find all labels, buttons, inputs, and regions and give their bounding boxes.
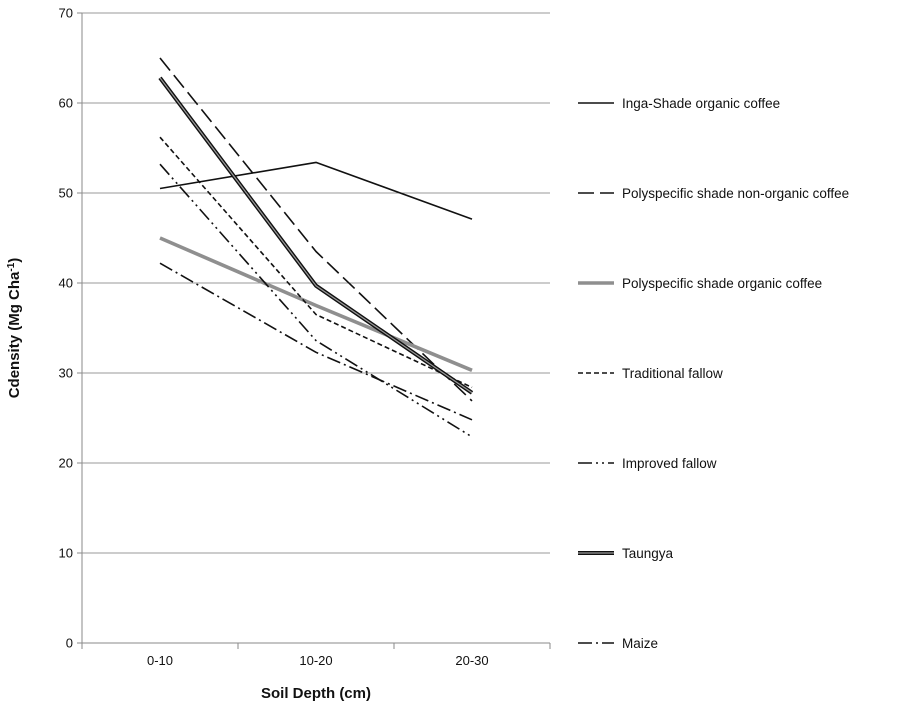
x-axis-title: Soil Depth (cm) [261, 685, 371, 702]
legend-label: Traditional fallow [622, 366, 723, 381]
y-tick-label: 70 [59, 6, 73, 21]
x-tick-label: 20-30 [455, 653, 488, 668]
y-tick-label: 0 [66, 636, 73, 651]
y-axis-title-superscript: -1 [6, 262, 17, 271]
y-tick-label: 60 [59, 96, 73, 111]
series-line-4 [159, 163, 473, 438]
series-line-2 [159, 236, 473, 372]
series-line-0 [159, 161, 473, 220]
legend-label: Maize [622, 636, 658, 651]
legend-label: Taungya [622, 546, 674, 561]
y-tick-label: 50 [59, 186, 73, 201]
series-line-5-inner [159, 77, 473, 394]
legend-label: Polyspecific shade organic coffee [622, 276, 822, 291]
x-axis: 0-10 10-20 20-30 [81, 13, 551, 668]
legend-label: Improved fallow [622, 456, 717, 471]
series-line-3 [159, 136, 473, 389]
y-tick-label: 30 [59, 366, 73, 381]
y-tick-label: 20 [59, 456, 73, 471]
y-tick-label: 10 [59, 546, 73, 561]
legend-label: Inga-Shade organic coffee [622, 96, 780, 111]
legend-label: Polyspecific shade non-organic coffee [622, 186, 849, 201]
y-tick-label: 40 [59, 276, 73, 291]
series-line-6 [159, 262, 473, 421]
x-tick-label: 10-20 [299, 653, 332, 668]
y-axis-title-main: Cdensity (Mg Cha [6, 271, 23, 398]
series-line-1 [159, 57, 473, 402]
legend: Inga-Shade organic coffee Polyspecific sh… [578, 96, 849, 651]
y-axis-title: Cdensity (Mg Cha-1) [6, 258, 23, 399]
y-axis-ticks: 0 10 20 30 40 50 60 70 [59, 6, 82, 651]
series-line-5 [158, 76, 474, 395]
series-lines [158, 57, 474, 438]
x-tick-label: 0-10 [147, 653, 173, 668]
gridlines [82, 12, 550, 554]
y-axis-title-close: ) [6, 258, 23, 263]
